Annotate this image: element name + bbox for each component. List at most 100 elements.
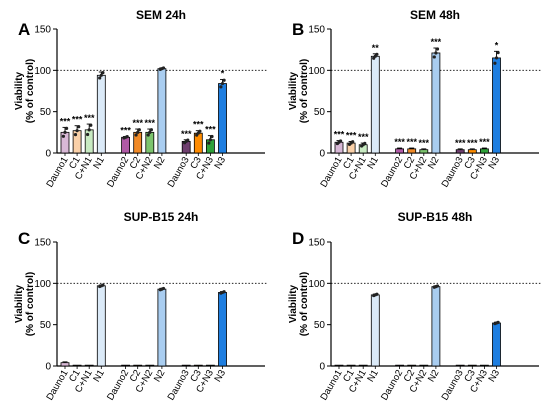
y-tick-label: 50 [40,107,52,118]
x-tick-label: N3 [486,368,502,384]
significance-label: *** [145,118,156,128]
data-point [375,52,379,56]
data-point [208,138,212,142]
bar-dauno2 [121,364,130,367]
bar-c2 [133,364,143,367]
bar-c-n3 [205,364,215,367]
x-tick-label: N3 [486,155,502,171]
significance-label: * [495,40,499,50]
bar-n2 [431,286,441,367]
chart-title: SEM 24h [136,8,186,22]
y-axis-label: Viability(% of control) [14,272,36,336]
bar-c-n2 [419,364,429,367]
bar-c3 [193,364,203,367]
chart-title: SEM 48h [410,8,460,22]
significance-label: *** [334,130,345,140]
significance-label: * [221,68,225,78]
x-tick-label: Dauno1 [44,155,70,189]
data-point [134,133,138,137]
bar-n1 [370,55,380,154]
data-point [149,128,153,132]
x-tick-label: C3 [188,155,204,171]
x-tick-label: Dauno3 [166,155,192,189]
data-point [494,56,499,60]
significance-label: *** [193,120,204,130]
bar-n1 [96,285,106,367]
y-axis-label-line2: (% of control) [299,59,310,123]
chart-title: SUP-B15 24h [124,210,199,224]
data-point [219,85,223,89]
significance-label: *** [132,118,143,128]
significance-label: *** [346,130,357,140]
significance-label: *** [72,115,83,125]
data-point [98,76,102,80]
y-tick-label: 0 [45,149,51,160]
x-tick-label: Dauno2 [379,368,405,402]
significance-label: *** [479,137,490,147]
data-point [125,135,129,139]
significance-label: *** [120,125,131,135]
y-tick-label: 50 [40,320,52,331]
data-point [161,286,166,291]
y-tick-label: 50 [314,107,326,118]
x-tick-label: C2 [128,155,144,171]
y-axis-label-line2: (% of control) [25,272,36,336]
bar-dauno1 [60,362,70,367]
x-tick-label: Dauno2 [379,155,405,189]
y-tick-label: 150 [34,238,51,249]
data-point [101,283,105,287]
data-point [435,284,440,288]
significance-label: *** [431,37,442,47]
data-point [75,129,79,133]
y-axis-label: Viability(% of control) [288,272,310,336]
x-tick-label: Dauno2 [105,368,131,402]
bar-c2 [407,364,417,367]
x-tick-label: N2 [152,155,168,171]
bar-c-n3 [479,364,489,367]
bar-n3 [218,83,227,154]
bar-dauno2 [395,364,405,367]
bar-c1 [72,364,82,367]
significance-label: *** [419,138,430,148]
bar-dauno3 [181,364,191,367]
data-point [435,47,440,51]
y-tick-label: 150 [308,25,325,36]
x-tick-label: C2 [402,368,418,384]
y-tick-label: 100 [34,66,51,77]
data-point [101,71,105,75]
data-point [222,290,226,294]
y-tick-label: 100 [308,279,325,290]
x-tick-label: N3 [212,155,228,171]
data-point [496,320,500,324]
x-tick-label: C2 [402,155,418,171]
x-tick-label: Dauno1 [318,368,344,402]
data-point [87,128,91,132]
y-tick-label: 0 [45,362,51,373]
x-tick-label: Dauno2 [105,155,131,189]
x-tick-label: C1 [67,368,83,384]
y-axis-label-line1: Viability [288,284,299,323]
bar-c-n1 [358,364,368,367]
x-tick-label: N2 [426,155,442,171]
panel-letter: B [292,20,304,39]
significance-label: ** [372,43,380,53]
significance-label: *** [394,137,405,147]
x-tick-label: C1 [341,155,357,171]
significance-label: *** [84,113,95,123]
y-axis-label: Viability(% of control) [14,59,36,123]
data-point [77,125,81,129]
x-tick-label: Dauno3 [440,155,466,189]
x-tick-label: Dauno3 [440,368,466,402]
data-point [363,141,367,146]
data-point [207,141,211,145]
panel-letter: A [18,20,30,39]
panel-c: C SUP-B15 24h Viability(% of control) 0 50 10… [14,210,267,402]
x-tick-label: Dauno3 [166,368,192,402]
data-point [136,130,140,134]
data-point [375,292,379,296]
data-point [339,139,343,143]
bar-c-n1 [84,364,94,367]
x-tick-label: N1 [365,368,381,384]
y-tick-label: 150 [34,25,51,36]
